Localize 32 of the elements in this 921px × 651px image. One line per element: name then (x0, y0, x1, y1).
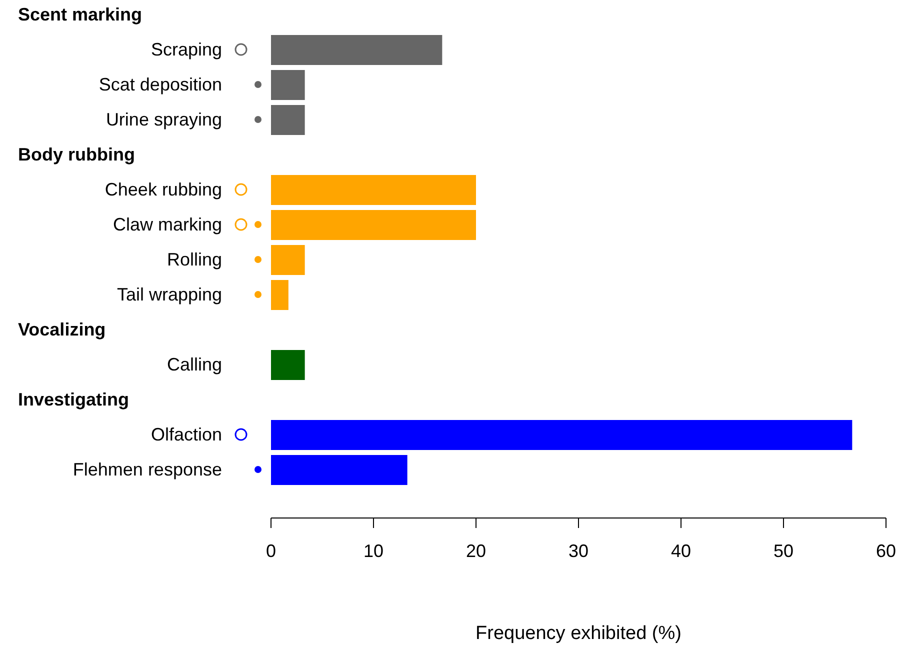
y-tick-label: Calling (166, 354, 222, 374)
x-tick-label: 10 (363, 540, 384, 561)
bar (271, 420, 852, 450)
bar (271, 245, 305, 275)
bar (271, 280, 288, 310)
bar (271, 455, 408, 485)
y-tick-label: Scraping (150, 40, 222, 60)
text: Vocalizing (18, 320, 106, 340)
y-tick-label: Olfaction (150, 424, 222, 444)
bar (271, 35, 442, 65)
x-tick-label: 20 (466, 540, 486, 561)
bar (271, 105, 305, 135)
y-tick-label: Urine spraying (106, 110, 222, 130)
x-tick-label: 50 (773, 540, 794, 561)
bar (271, 70, 305, 100)
bar (271, 210, 476, 240)
bar (271, 350, 305, 380)
text: Scent marking (18, 4, 142, 24)
x-axis-title: Frequency exhibited (%) (476, 623, 682, 644)
y-tick-label: Cheek rubbing (104, 180, 222, 200)
x-tick-label: 40 (670, 540, 692, 561)
y-tick-label: Rolling (166, 250, 222, 270)
y-tick-label: Flehmen response (72, 460, 222, 480)
y-tick-label: Scat deposition (98, 74, 222, 94)
y-tick-label: Claw marking (112, 214, 222, 234)
text: Body rubbing (18, 144, 135, 164)
x-tick-label: 0 (266, 540, 276, 561)
text: Investigating (18, 390, 130, 410)
x-tick-label: 30 (568, 540, 589, 561)
y-tick-label: Tail wrapping (116, 284, 222, 304)
x-tick-label: 60 (876, 540, 896, 561)
bar (271, 175, 476, 205)
